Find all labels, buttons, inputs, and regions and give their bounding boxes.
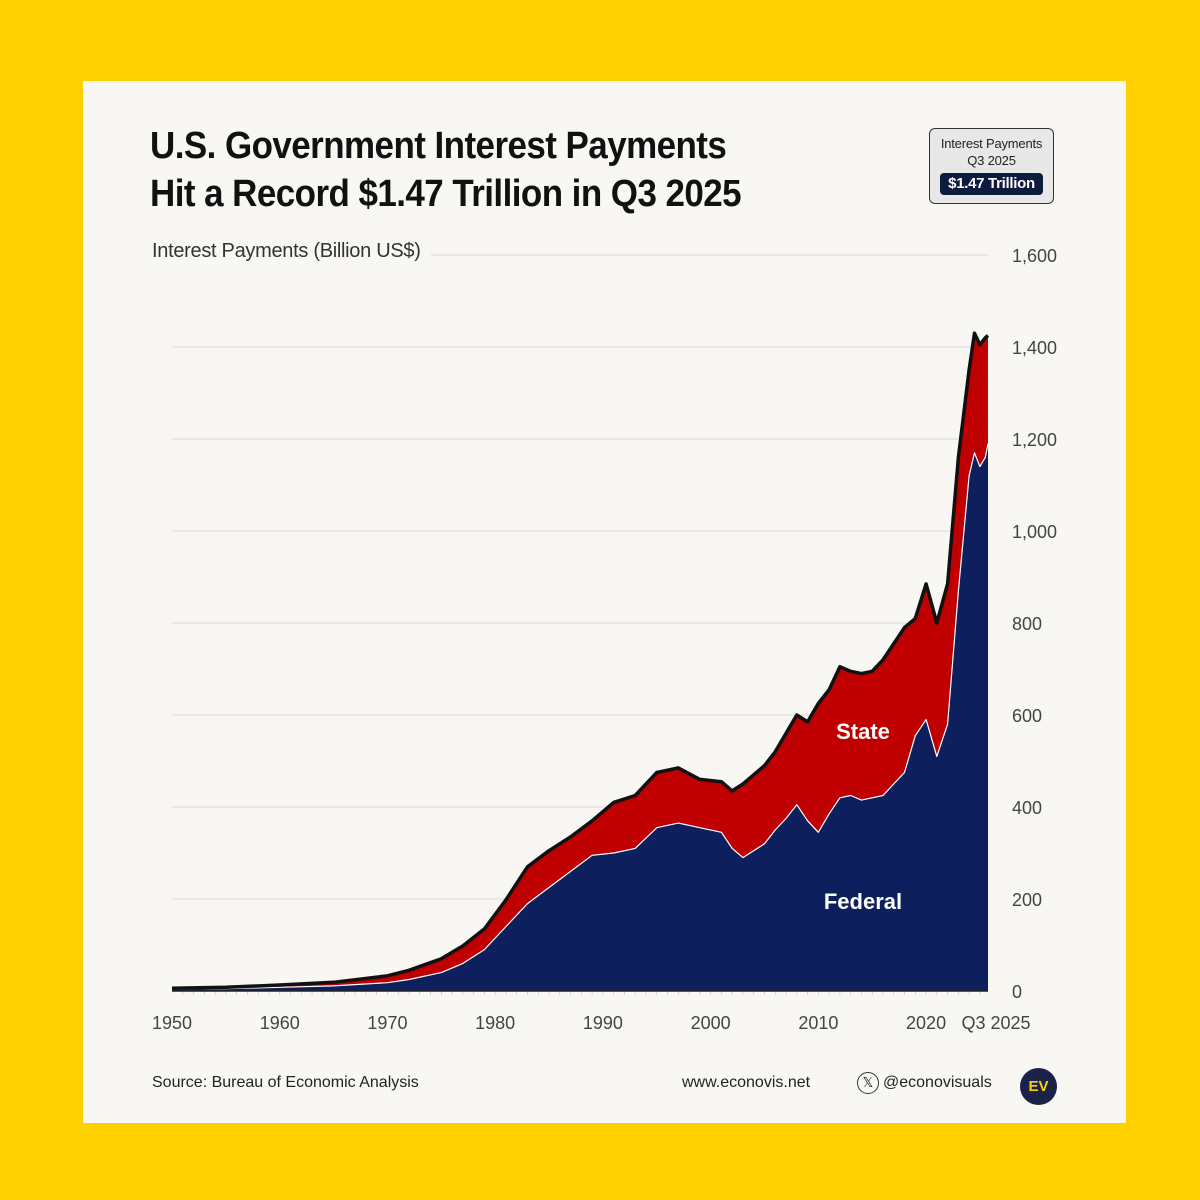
x-tick-label: Q3 2025 <box>961 1013 1030 1033</box>
y-tick-label: 800 <box>1012 614 1042 634</box>
x-tick-label: 1960 <box>260 1013 300 1033</box>
federal-boundary-line <box>171 443 989 990</box>
x-tick-label: 2000 <box>691 1013 731 1033</box>
state-area <box>172 333 988 990</box>
social-handle-text: @econovisuals <box>883 1074 992 1091</box>
y-tick-label: 1,200 <box>1012 430 1057 450</box>
x-tick-label: 1980 <box>475 1013 515 1033</box>
record-badge: Interest Payments Q3 2025 $1.47 Trillion <box>929 128 1054 204</box>
y-tick-label: 1,000 <box>1012 522 1057 542</box>
source-note: Source: Bureau of Economic Analysis <box>152 1074 419 1091</box>
badge-label-2: Q3 2025 <box>967 153 1016 168</box>
social-handle[interactable]: 𝕏 @econovisuals <box>857 1072 992 1094</box>
y-tick-label: 200 <box>1012 890 1042 910</box>
x-tick-label: 1990 <box>583 1013 623 1033</box>
econovis-logo: EV <box>1020 1068 1057 1105</box>
y-tick-label: 600 <box>1012 706 1042 726</box>
y-tick-label: 1,600 <box>1012 246 1057 266</box>
total-line <box>171 331 990 990</box>
badge-value: $1.47 Trillion <box>940 173 1043 195</box>
title-line-1: U.S. Government Interest Payments <box>150 125 727 167</box>
state-area-label: State <box>836 719 890 744</box>
chart-title: U.S. Government Interest Payments Hit a … <box>150 122 742 218</box>
title-line-2: Hit a Record $1.47 Trillion in Q3 2025 <box>150 173 742 215</box>
x-tick-label: 1970 <box>367 1013 407 1033</box>
y-tick-label: 400 <box>1012 798 1042 818</box>
x-tick-label: 1950 <box>152 1013 192 1033</box>
y-axis-title: Interest Payments (Billion US$) <box>152 240 431 263</box>
federal-area-label: Federal <box>824 889 902 914</box>
website-link[interactable]: www.econovis.net <box>682 1074 811 1091</box>
x-tick-label: 2020 <box>906 1013 946 1033</box>
y-tick-label: 1,400 <box>1012 338 1057 358</box>
x-icon: 𝕏 <box>857 1072 879 1094</box>
federal-area <box>172 443 988 992</box>
x-tick-label: 2010 <box>798 1013 838 1033</box>
badge-label-1: Interest Payments <box>940 136 1043 151</box>
y-tick-label: 0 <box>1012 982 1022 1002</box>
